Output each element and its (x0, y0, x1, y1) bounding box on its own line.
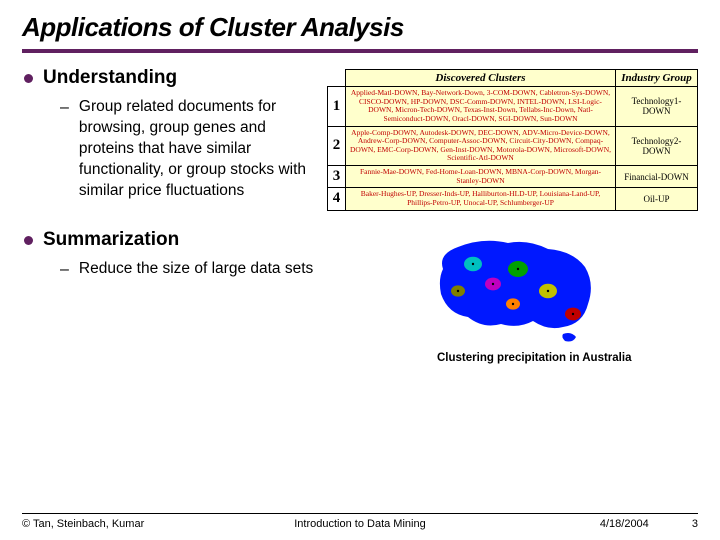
row-desc: Fannie-Mae-DOWN, Fed-Home-Loan-DOWN, MBN… (346, 166, 616, 188)
bullet-understanding-label: Understanding (43, 67, 177, 89)
row-desc: Baker-Hughes-UP, Dresser-Inds-UP, Hallib… (346, 188, 616, 210)
bullet-summarization: Summarization (24, 229, 317, 251)
slide: Applications of Cluster Analysis Underst… (0, 0, 720, 540)
australia-map-icon (413, 229, 613, 349)
clusters-table-wrap: Discovered Clusters Industry Group 1Appl… (327, 69, 698, 211)
row-number: 4 (328, 188, 346, 210)
sub-bullet-summarization: – Reduce the size of large data sets (60, 259, 317, 281)
row-number: 3 (328, 166, 346, 188)
table-row: 4Baker-Hughes-UP, Dresser-Inds-UP, Halli… (328, 188, 698, 210)
table-header-industry: Industry Group (616, 70, 698, 87)
footer-page-number: 3 (692, 518, 698, 530)
footer-right: 4/18/2004 3 (473, 518, 698, 530)
dash-icon: – (60, 97, 69, 119)
clusters-table: Discovered Clusters Industry Group 1Appl… (327, 69, 698, 211)
row-group: Financial-DOWN (616, 166, 698, 188)
sub-bullet-understanding: – Group related documents for browsing, … (60, 97, 317, 202)
row-group: Oil-UP (616, 188, 698, 210)
table-header-discovered: Discovered Clusters (346, 70, 616, 87)
bullet-dot-icon (24, 236, 33, 245)
bullet-understanding: Understanding (24, 67, 317, 89)
table-row: 3Fannie-Mae-DOWN, Fed-Home-Loan-DOWN, MB… (328, 166, 698, 188)
row-number: 2 (328, 126, 346, 166)
sub-bullet-understanding-text: Group related documents for browsing, gr… (79, 97, 317, 202)
row-group: Technology2-DOWN (616, 126, 698, 166)
bullet-summarization-label: Summarization (43, 229, 179, 251)
row-desc: Apple-Comp-DOWN, Autodesk-DOWN, DEC-DOWN… (346, 126, 616, 166)
left-column: Understanding – Group related documents … (22, 67, 317, 208)
footer-date: 4/18/2004 (600, 518, 649, 530)
table-row: 1Applied-Matl-DOWN, Bay-Network-Down, 3-… (328, 87, 698, 127)
row-number: 1 (328, 87, 346, 127)
slide-title: Applications of Cluster Analysis (22, 12, 698, 43)
title-underline (22, 49, 698, 53)
footer-title: Introduction to Data Mining (247, 518, 472, 530)
table-header-blank (328, 70, 346, 87)
footer: © Tan, Steinbach, Kumar Introduction to … (22, 513, 698, 530)
dash-icon: – (60, 259, 69, 281)
row-group: Technology1-DOWN (616, 87, 698, 127)
table-row: 2Apple-Comp-DOWN, Autodesk-DOWN, DEC-DOW… (328, 126, 698, 166)
map-area: Clustering precipitation in Australia (327, 229, 698, 365)
content-row-2: Summarization – Reduce the size of large… (22, 229, 698, 365)
left-column-2: Summarization – Reduce the size of large… (22, 229, 317, 287)
content-row-1: Understanding – Group related documents … (22, 67, 698, 211)
row-desc: Applied-Matl-DOWN, Bay-Network-Down, 3-C… (346, 87, 616, 127)
map-caption: Clustering precipitation in Australia (437, 351, 698, 365)
sub-bullet-summarization-text: Reduce the size of large data sets (79, 259, 313, 280)
bullet-dot-icon (24, 74, 33, 83)
footer-copyright: © Tan, Steinbach, Kumar (22, 518, 247, 530)
